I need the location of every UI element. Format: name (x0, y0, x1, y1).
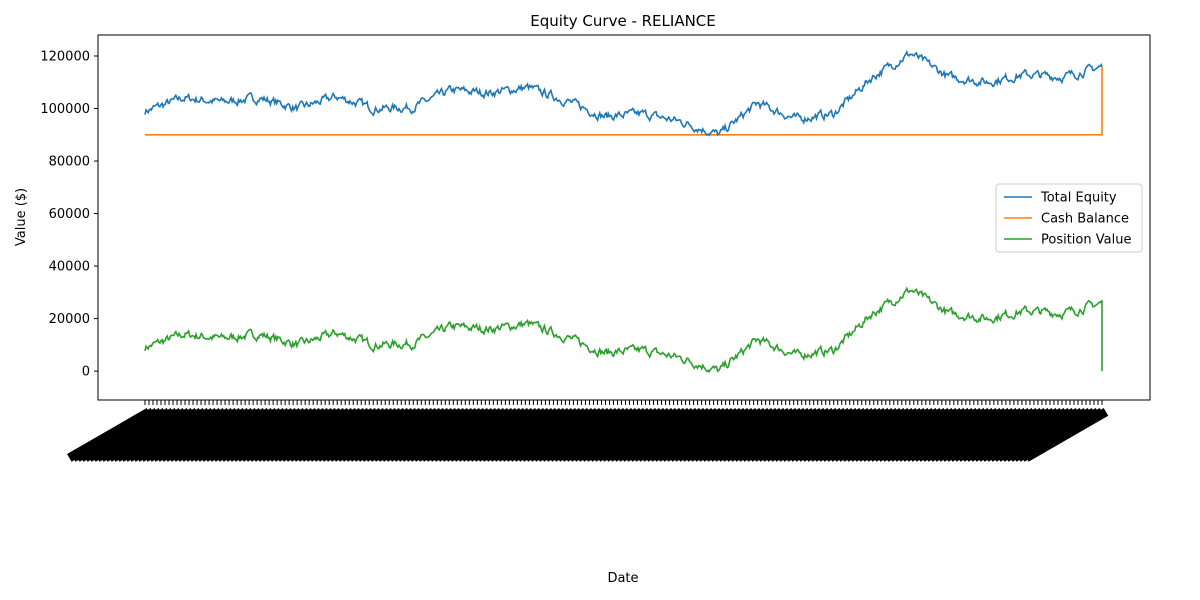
x-axis-label: Date (607, 571, 638, 586)
legend-entry: Cash Balance (1041, 212, 1129, 227)
legend-entry: Position Value (1041, 233, 1131, 248)
x-tick-label (1024, 408, 1109, 462)
y-tick-label: 80000 (49, 155, 90, 170)
legend-box (995, 183, 1143, 253)
y-tick-label: 100000 (40, 102, 90, 117)
series-line-total-equity (144, 49, 1103, 137)
y-tick-label: 40000 (49, 260, 90, 275)
series-layer (144, 49, 1103, 373)
legend: Total Equity Cash Balance Position Value (995, 183, 1143, 253)
y-tick-label: 120000 (40, 50, 90, 65)
series-line-cash-balance (145, 66, 1103, 136)
x-axis (67, 400, 1109, 462)
series-line-position-value (144, 286, 1103, 373)
y-tick-label: 60000 (49, 207, 90, 222)
chart-title: Equity Curve - RELIANCE (530, 12, 716, 30)
y-tick-label: 0 (82, 365, 90, 380)
legend-entry: Total Equity (1040, 191, 1117, 206)
y-tick-label: 20000 (49, 312, 90, 327)
y-axis: 0 20000 40000 60000 80000 100000 120000 (40, 50, 98, 380)
plot-frame (97, 34, 1151, 401)
y-axis-label: Value ($) (14, 188, 29, 246)
